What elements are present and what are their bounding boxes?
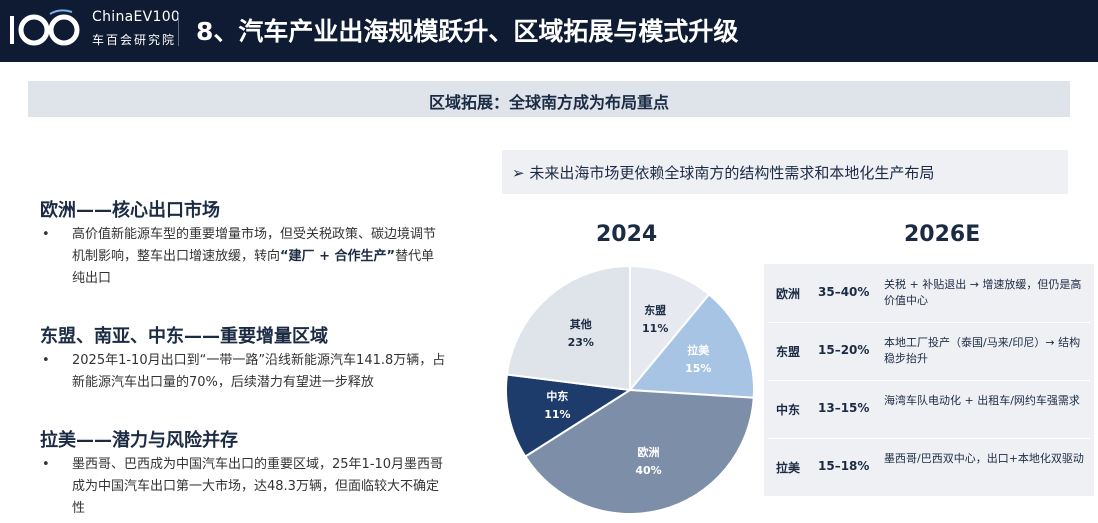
table-row: 中东 13–15% 海湾车队电动化 + 出租车/网约车强需求 <box>764 380 1094 438</box>
slice-percent: 11% <box>642 321 669 335</box>
row-range: 13–15% <box>818 401 870 415</box>
pie-slice-label: 拉美 15% <box>668 342 728 378</box>
europe-text-post: 替代单纯出口 <box>72 249 435 286</box>
row-range: 35–40% <box>818 285 870 299</box>
bullet-icon: • <box>42 227 50 242</box>
right-header-box: ➢ 未来出海市场更依赖全球南方的结构性需求和本地化生产布局 <box>502 150 1068 194</box>
pie-slice-0 <box>629 264 711 393</box>
logo-brand-text: ChinaEV100 <box>92 9 181 25</box>
europe-text: 高价值新能源车型的重要增量市场，但受关税政策、碳边境调节机制影响，整车出口增速放… <box>72 224 447 290</box>
latam-title: 拉美——潜力与风险并存 <box>40 430 238 451</box>
pie-slice-3 <box>505 373 633 458</box>
row-region: 中东 <box>776 403 801 417</box>
slice-percent: 40% <box>635 464 662 478</box>
row-divider <box>768 380 1090 381</box>
table-row: 欧洲 35–40% 关税 + 补贴退出 → 增速放缓，但仍是高价值中心 <box>764 264 1094 322</box>
row-region: 欧洲 <box>776 287 801 301</box>
logo-cn-text: 车百会研究院 <box>92 33 177 47</box>
slice-percent: 15% <box>685 362 712 376</box>
pie-slice-label: 欧洲 40% <box>619 444 679 480</box>
pie-slice-label: 中东 11% <box>527 388 587 424</box>
row-region: 东盟 <box>776 345 801 359</box>
row-desc: 关税 + 补贴退出 → 增速放缓，但仍是高价值中心 <box>884 278 1082 307</box>
slice-name: 其他 <box>569 318 592 332</box>
europe-text-pre: 高价值新能源车型的重要增量市场，但受关税政策、碳边境调节机制影响，整车出口增速放… <box>72 227 437 264</box>
section-banner: 区域拓展：全球南方成为布局重点 <box>28 81 1070 117</box>
row-range: 15–20% <box>818 343 870 357</box>
pie-slice-4 <box>505 264 631 392</box>
slice-name: 东盟 <box>644 303 667 317</box>
pie-slice-label: 东盟 11% <box>625 302 685 338</box>
right-header-text: ➢ 未来出海市场更依赖全球南方的结构性需求和本地化生产布局 <box>512 164 935 182</box>
row-divider <box>768 322 1090 323</box>
pie-slice-1 <box>627 293 755 399</box>
year-2026e-label: 2026E <box>904 222 981 247</box>
asean-text: 2025年1-10月出口到“一带一路”沿线新能源汽车141.8万辆，占新能源汽车… <box>72 353 446 390</box>
asean-title: 东盟、南亚、中东——重要增量区域 <box>40 326 328 347</box>
pie-chart <box>505 264 755 515</box>
row-desc: 墨西哥/巴西双中心，出口+本地化双驱动 <box>884 452 1084 465</box>
pie-slice-label: 其他 23% <box>551 316 611 352</box>
banner-text: 区域拓展：全球南方成为布局重点 <box>428 93 669 112</box>
row-range: 15–18% <box>818 459 870 473</box>
logo-separator <box>178 14 179 46</box>
slice-percent: 23% <box>567 336 594 350</box>
bullet-icon: • <box>42 457 50 472</box>
row-region: 拉美 <box>776 461 801 475</box>
bullet-icon: • <box>42 353 50 368</box>
row-divider <box>768 438 1090 439</box>
table-row: 东盟 15–20% 本地工厂投产（泰国/马来/印尼）→ 结构稳步抬升 <box>764 322 1094 380</box>
slice-name: 拉美 <box>687 344 710 358</box>
slice-name: 欧洲 <box>637 446 660 460</box>
forecast-table: 欧洲 35–40% 关税 + 补贴退出 → 增速放缓，但仍是高价值中心 东盟 1… <box>764 264 1094 496</box>
slice-name: 中东 <box>546 390 569 404</box>
latam-text: 墨西哥、巴西成为中国汽车出口的重要区域，25年1-10月墨西哥成为中国汽车出口第… <box>72 457 444 516</box>
row-desc: 本地工厂投产（泰国/马来/印尼）→ 结构稳步抬升 <box>884 336 1081 365</box>
header-bar: ChinaEV100 车百会研究院 8、汽车产业出海规模跃升、区域拓展与模式升级 <box>0 0 1098 62</box>
year-2024-label: 2024 <box>596 222 658 247</box>
europe-title: 欧洲——核心出口市场 <box>40 200 220 221</box>
europe-text-bold: “建厂 + 合作生产” <box>280 249 396 264</box>
slice-percent: 11% <box>544 408 571 422</box>
table-row: 拉美 15–18% 墨西哥/巴西双中心，出口+本地化双驱动 <box>764 438 1094 496</box>
row-desc: 海湾车队电动化 + 出租车/网约车强需求 <box>884 394 1080 407</box>
logo-icon <box>10 9 80 46</box>
page-title: 8、汽车产业出海规模跃升、区域拓展与模式升级 <box>196 17 739 46</box>
